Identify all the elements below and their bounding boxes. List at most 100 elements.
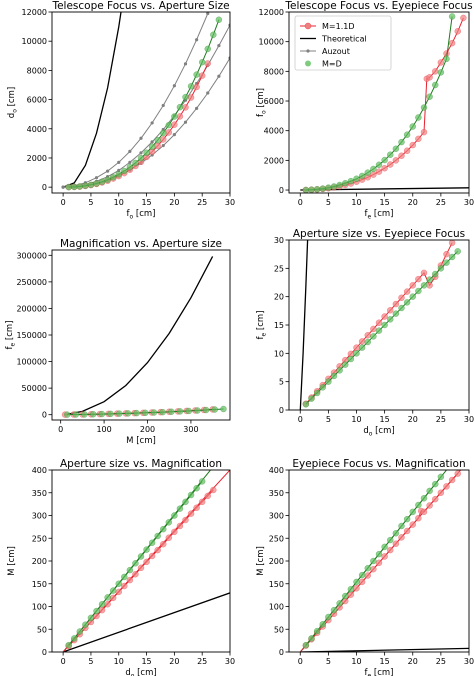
data-point-green — [81, 411, 88, 418]
x-tick-label: 25 — [197, 198, 207, 207]
data-point-green — [432, 81, 439, 89]
data-point-green — [154, 136, 161, 144]
data-point-red — [154, 142, 161, 150]
y-tick-label: 20 — [274, 293, 284, 302]
data-point-green — [182, 498, 189, 506]
axes-frame — [288, 11, 470, 194]
data-point-red — [176, 113, 184, 120]
data-point-green — [381, 321, 388, 329]
data-point-green — [65, 183, 72, 191]
data-point-green — [185, 407, 192, 415]
data-point-red — [358, 338, 366, 345]
x-label-sub: o — [369, 431, 373, 438]
data-point-red — [460, 14, 467, 22]
series-group — [299, 470, 469, 652]
auzout-point — [195, 106, 199, 110]
series-line-black — [62, 12, 122, 188]
data-point-red — [353, 344, 360, 351]
x-tick-label: 30 — [225, 198, 235, 207]
data-point-green — [87, 614, 95, 622]
data-point-red — [415, 135, 422, 143]
x-tick-label: 300 — [183, 425, 198, 434]
plots: Telescope Focus vs. Aperture Size 0 5 10 15 2… — [5, 0, 474, 676]
auzout-point — [117, 160, 121, 164]
data-point-green — [82, 621, 89, 628]
data-point-red — [392, 157, 400, 164]
x-label-main: d — [363, 426, 368, 436]
data-point-green — [168, 408, 175, 415]
data-point-green — [409, 293, 416, 300]
y-axis-label: do [cm] — [7, 87, 19, 118]
legend-label: Theoretical — [321, 35, 367, 44]
data-point-green — [336, 367, 343, 374]
y-axis-label: M [cm] — [7, 546, 17, 576]
data-point-red — [198, 72, 206, 79]
x-tick-label: 5 — [326, 657, 331, 666]
data-point-red — [420, 269, 428, 277]
data-point-red — [370, 171, 377, 178]
data-point-green — [336, 600, 343, 607]
data-point-green — [403, 131, 411, 138]
data-point-red — [448, 240, 456, 247]
x-tick-label: 0 — [298, 198, 303, 207]
data-point-green — [398, 138, 405, 146]
data-point-red — [182, 104, 189, 111]
data-point-green — [387, 536, 394, 544]
series-line-black — [299, 240, 309, 410]
data-point-green — [160, 129, 167, 137]
data-point-green — [137, 553, 145, 560]
data-point-red — [426, 282, 433, 289]
data-point-green — [437, 69, 445, 76]
data-point-red — [403, 147, 411, 154]
data-point-red — [448, 39, 456, 47]
legend-box — [294, 15, 392, 71]
data-point-green — [176, 103, 184, 111]
data-point-green — [198, 59, 206, 66]
x-label-main: M — [126, 436, 133, 446]
series-line-black — [300, 647, 469, 652]
x-axis-label: do [cm] — [125, 668, 156, 676]
data-point-green — [325, 184, 332, 191]
data-point-red — [437, 59, 445, 66]
data-point-green — [193, 71, 200, 78]
x-tick-label: 20 — [169, 198, 179, 207]
data-point-green — [133, 409, 140, 417]
y-tick-label: 4000 — [264, 127, 284, 136]
data-point-green — [143, 546, 150, 553]
data-point-red — [387, 546, 394, 554]
data-point-red — [432, 495, 439, 503]
data-point-green — [347, 355, 355, 363]
data-point-red — [137, 564, 145, 572]
data-point-green — [420, 495, 428, 502]
axes-frame — [51, 11, 231, 194]
data-point-red — [210, 486, 217, 494]
data-point-red — [198, 498, 206, 506]
y-tick-label: 100 — [32, 603, 47, 612]
data-point-green — [426, 93, 433, 100]
data-point-red — [171, 121, 178, 128]
data-point-green — [71, 635, 78, 642]
data-point-green — [171, 512, 178, 519]
x-label-unit: [cm] — [133, 209, 155, 219]
y-label-main: f — [5, 346, 15, 350]
x-tick-label: 30 — [464, 415, 474, 424]
data-point-red — [443, 250, 450, 258]
data-point-green — [381, 156, 388, 164]
data-point-red — [403, 527, 411, 535]
data-point-green — [76, 628, 84, 635]
data-point-green — [202, 406, 210, 414]
x-axis-label: fo [cm] — [127, 209, 156, 221]
legend-label: Auzout — [322, 47, 350, 56]
axes-frame — [51, 469, 231, 653]
data-point-red — [448, 476, 456, 484]
data-point-red — [204, 492, 211, 500]
data-point-red — [387, 307, 394, 314]
data-point-green — [358, 344, 366, 351]
x-label-sub: e — [368, 673, 372, 676]
y-tick-label: 6000 — [27, 96, 47, 105]
auzout-point — [206, 91, 210, 95]
data-point-green — [387, 151, 394, 158]
data-point-red — [171, 528, 178, 536]
